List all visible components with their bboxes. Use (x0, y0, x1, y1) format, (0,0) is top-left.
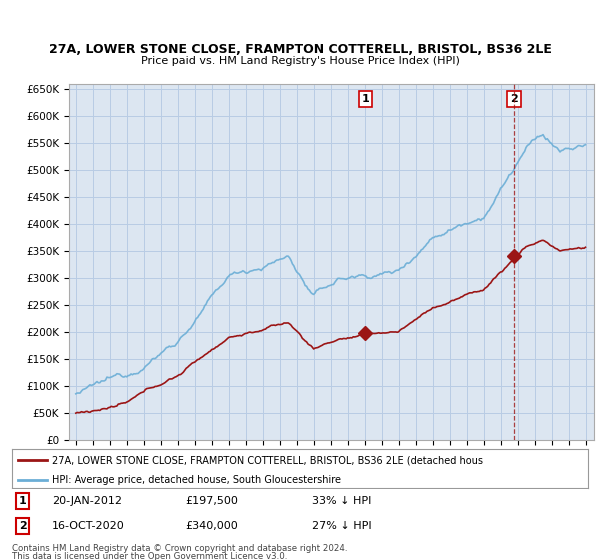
Text: 1: 1 (19, 496, 26, 506)
Text: 27% ↓ HPI: 27% ↓ HPI (311, 521, 371, 531)
Text: 2: 2 (510, 94, 518, 104)
Text: 20-JAN-2012: 20-JAN-2012 (52, 496, 122, 506)
Text: 2: 2 (19, 521, 26, 531)
Text: 27A, LOWER STONE CLOSE, FRAMPTON COTTERELL, BRISTOL, BS36 2LE (detached hous: 27A, LOWER STONE CLOSE, FRAMPTON COTTERE… (52, 455, 484, 465)
Text: Contains HM Land Registry data © Crown copyright and database right 2024.: Contains HM Land Registry data © Crown c… (12, 544, 347, 553)
Text: 16-OCT-2020: 16-OCT-2020 (52, 521, 125, 531)
Text: HPI: Average price, detached house, South Gloucestershire: HPI: Average price, detached house, Sout… (52, 475, 341, 485)
Text: Price paid vs. HM Land Registry's House Price Index (HPI): Price paid vs. HM Land Registry's House … (140, 56, 460, 66)
Text: 33% ↓ HPI: 33% ↓ HPI (311, 496, 371, 506)
Text: £197,500: £197,500 (185, 496, 238, 506)
Text: £340,000: £340,000 (185, 521, 238, 531)
Text: This data is licensed under the Open Government Licence v3.0.: This data is licensed under the Open Gov… (12, 552, 287, 560)
Text: 27A, LOWER STONE CLOSE, FRAMPTON COTTERELL, BRISTOL, BS36 2LE: 27A, LOWER STONE CLOSE, FRAMPTON COTTERE… (49, 43, 551, 56)
Text: 1: 1 (362, 94, 370, 104)
